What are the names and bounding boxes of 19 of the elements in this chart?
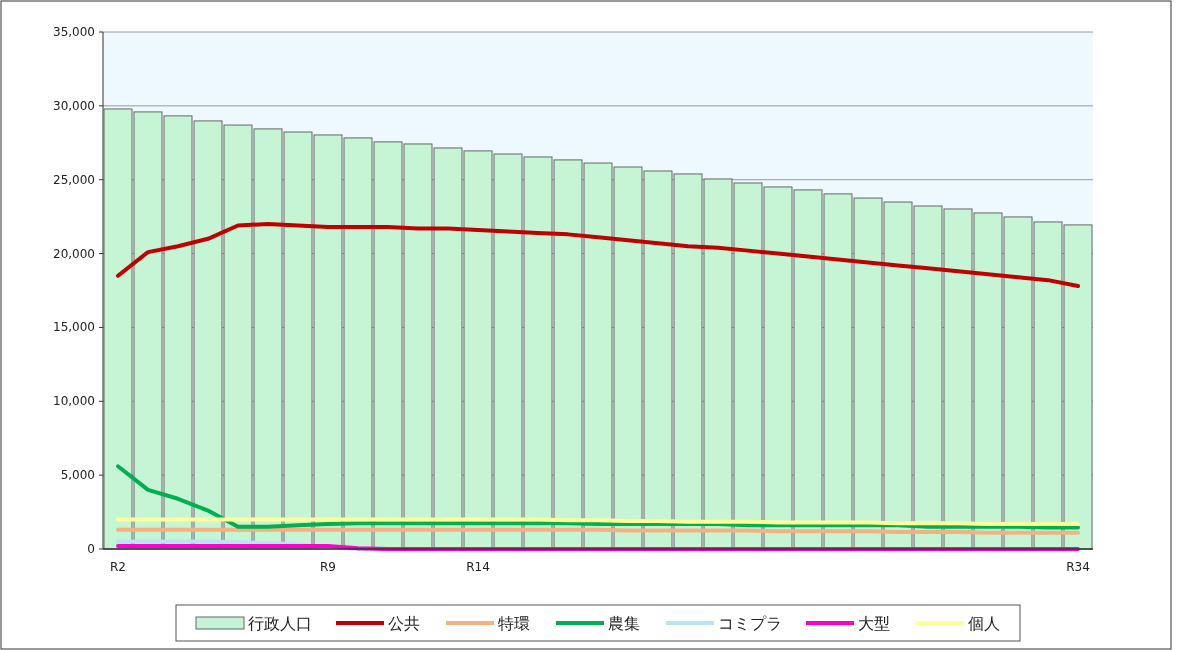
x-tick-label: R14 (466, 560, 490, 574)
x-tick-label: R34 (1066, 560, 1090, 574)
x-tick-label: R2 (110, 560, 126, 574)
legend-label: 行政人口 (248, 614, 312, 633)
legend-label: 個人 (968, 614, 1000, 633)
y-tick-label: 0 (87, 542, 95, 556)
y-tick-label: 25,000 (53, 172, 95, 187)
y-tick-label: 30,000 (53, 98, 95, 113)
y-tick-label: 10,000 (53, 394, 95, 409)
legend-label: コミプラ (718, 614, 782, 633)
y-tick-label: 35,000 (53, 25, 95, 39)
legend-label: 大型 (858, 614, 890, 633)
y-tick-label: 5,000 (60, 468, 95, 483)
x-tick-label: R9 (320, 560, 336, 574)
y-tick-label: 15,000 (53, 320, 95, 335)
legend-label: 公共 (388, 614, 420, 633)
y-tick-label: 20,000 (53, 246, 95, 261)
legend-label: 特環 (498, 614, 530, 633)
legend-label: 農集 (608, 614, 640, 633)
